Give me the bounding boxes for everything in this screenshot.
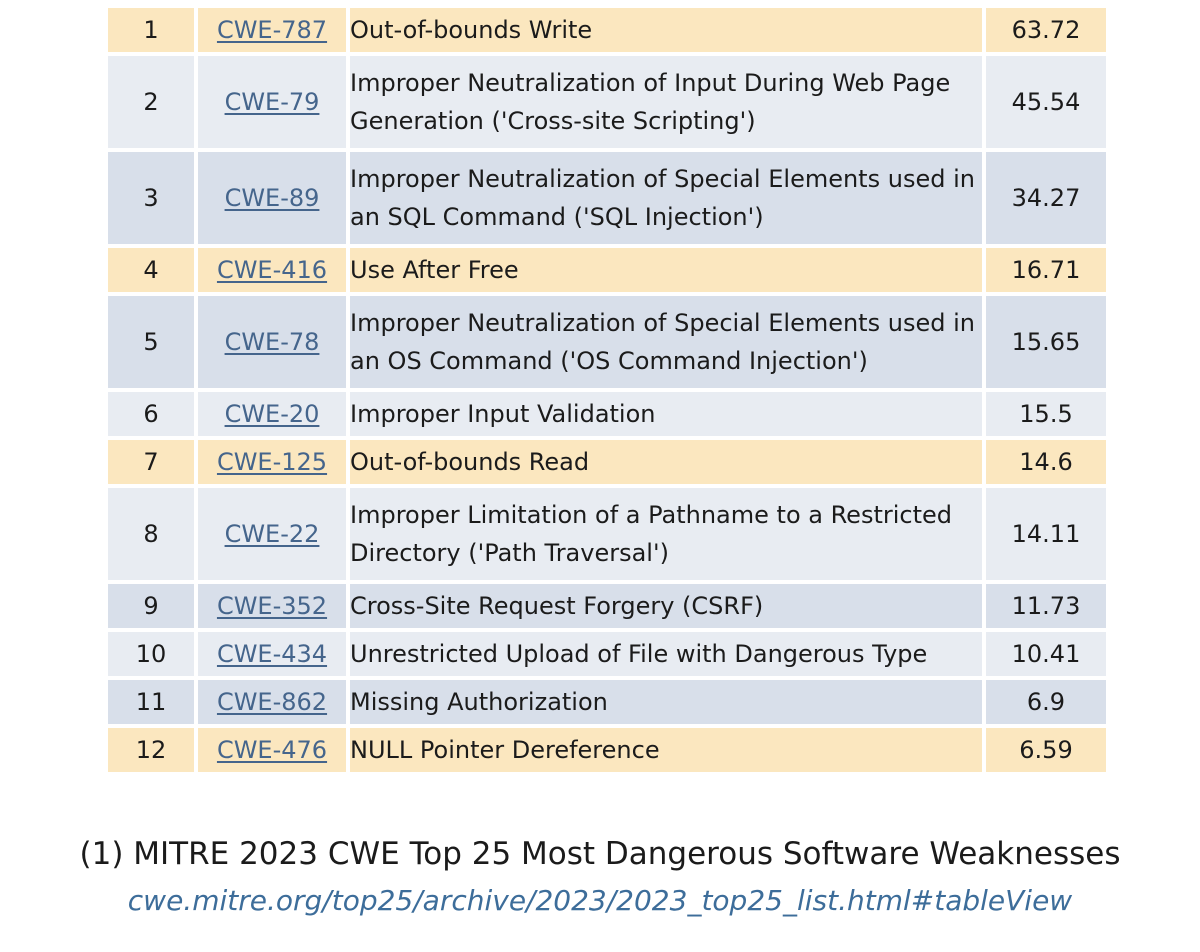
cwe-id-link[interactable]: CWE-862 <box>216 688 328 716</box>
cwe-id-cell: CWE-20 <box>194 388 350 440</box>
rank-cell: 1 <box>104 4 198 56</box>
weakness-name-cell: Improper Input Validation <box>346 388 986 440</box>
weakness-name-cell: NULL Pointer Dereference <box>346 724 986 776</box>
weakness-name-cell: Improper Neutralization of Special Eleme… <box>346 292 986 392</box>
score-cell: 10.41 <box>982 628 1110 680</box>
weakness-name-cell: Improper Neutralization of Input During … <box>346 52 986 152</box>
score-cell: 6.9 <box>982 676 1110 728</box>
cwe-id-cell: CWE-89 <box>194 148 350 248</box>
score-cell: 16.71 <box>982 244 1110 296</box>
cwe-id-link[interactable]: CWE-787 <box>216 16 328 44</box>
cwe-id-link[interactable]: CWE-416 <box>216 256 328 284</box>
table-row: 9 CWE-352 Cross-Site Request Forgery (CSRF… <box>104 580 1110 632</box>
rank-cell: 4 <box>104 244 198 296</box>
rank-cell: 12 <box>104 724 198 776</box>
rank-cell: 7 <box>104 436 198 488</box>
cwe-id-link[interactable]: CWE-20 <box>224 400 320 428</box>
score-cell: 14.11 <box>982 484 1110 584</box>
cwe-id-cell: CWE-22 <box>194 484 350 584</box>
table-row: 7 CWE-125 Out-of-bounds Read 14.6 <box>104 436 1110 488</box>
cwe-id-cell: CWE-78 <box>194 292 350 392</box>
table-row: 12 CWE-476 NULL Pointer Dereference 6.59 <box>104 724 1110 776</box>
cwe-id-link[interactable]: CWE-352 <box>216 592 328 620</box>
cwe-id-link[interactable]: CWE-89 <box>224 184 320 212</box>
rank-cell: 6 <box>104 388 198 440</box>
cwe-table-body: 1 CWE-787 Out-of-bounds Write 63.72 2 CWE-79 I… <box>104 4 1110 776</box>
score-cell: 15.5 <box>982 388 1110 440</box>
cwe-id-cell: CWE-352 <box>194 580 350 632</box>
cwe-id-cell: CWE-862 <box>194 676 350 728</box>
score-cell: 11.73 <box>982 580 1110 632</box>
cwe-table: 1 CWE-787 Out-of-bounds Write 63.72 2 CWE-79 I… <box>104 4 1110 776</box>
weakness-name-cell: Unrestricted Upload of File with Dangero… <box>346 628 986 680</box>
score-cell: 14.6 <box>982 436 1110 488</box>
cwe-table-container: 1 CWE-787 Out-of-bounds Write 63.72 2 CWE-79 I… <box>104 4 1110 776</box>
rank-cell: 3 <box>104 148 198 248</box>
weakness-name-cell: Improper Limitation of a Pathname to a R… <box>346 484 986 584</box>
cwe-id-link[interactable]: CWE-476 <box>216 736 328 764</box>
cwe-id-link[interactable]: CWE-78 <box>224 328 320 356</box>
table-row: 11 CWE-862 Missing Authorization 6.9 <box>104 676 1110 728</box>
cwe-id-link[interactable]: CWE-22 <box>224 520 320 548</box>
table-row: 5 CWE-78 Improper Neutralization of Specia… <box>104 292 1110 392</box>
cwe-id-cell: CWE-787 <box>194 4 350 56</box>
rank-cell: 5 <box>104 292 198 392</box>
table-row: 2 CWE-79 Improper Neutralization of Input … <box>104 52 1110 152</box>
score-cell: 6.59 <box>982 724 1110 776</box>
score-cell: 63.72 <box>982 4 1110 56</box>
cwe-id-link[interactable]: CWE-434 <box>216 640 328 668</box>
cwe-id-cell: CWE-434 <box>194 628 350 680</box>
cwe-id-cell: CWE-476 <box>194 724 350 776</box>
rank-cell: 9 <box>104 580 198 632</box>
rank-cell: 10 <box>104 628 198 680</box>
score-cell: 15.65 <box>982 292 1110 392</box>
weakness-name-cell: Out-of-bounds Write <box>346 4 986 56</box>
table-row: 10 CWE-434 Unrestricted Upload of File wit… <box>104 628 1110 680</box>
table-caption: (1) MITRE 2023 CWE Top 25 Most Dangerous… <box>79 836 1121 872</box>
cwe-id-cell: CWE-416 <box>194 244 350 296</box>
rank-cell: 8 <box>104 484 198 584</box>
weakness-name-cell: Missing Authorization <box>346 676 986 728</box>
score-cell: 45.54 <box>982 52 1110 152</box>
cwe-id-cell: CWE-79 <box>194 52 350 152</box>
weakness-name-cell: Improper Neutralization of Special Eleme… <box>346 148 986 248</box>
source-link[interactable]: cwe.mitre.org/top25/archive/2023/2023_to… <box>127 884 1073 917</box>
cwe-id-cell: CWE-125 <box>194 436 350 488</box>
table-row: 8 CWE-22 Improper Limitation of a Pathname… <box>104 484 1110 584</box>
weakness-name-cell: Out-of-bounds Read <box>346 436 986 488</box>
table-row: 1 CWE-787 Out-of-bounds Write 63.72 <box>104 4 1110 56</box>
rank-cell: 11 <box>104 676 198 728</box>
table-row: 3 CWE-89 Improper Neutralization of Specia… <box>104 148 1110 248</box>
weakness-name-cell: Use After Free <box>346 244 986 296</box>
table-row: 4 CWE-416 Use After Free 16.71 <box>104 244 1110 296</box>
rank-cell: 2 <box>104 52 198 152</box>
table-row: 6 CWE-20 Improper Input Validation 15.5 <box>104 388 1110 440</box>
cwe-id-link[interactable]: CWE-125 <box>216 448 328 476</box>
weakness-name-cell: Cross-Site Request Forgery (CSRF) <box>346 580 986 632</box>
score-cell: 34.27 <box>982 148 1110 248</box>
cwe-id-link[interactable]: CWE-79 <box>224 88 320 116</box>
